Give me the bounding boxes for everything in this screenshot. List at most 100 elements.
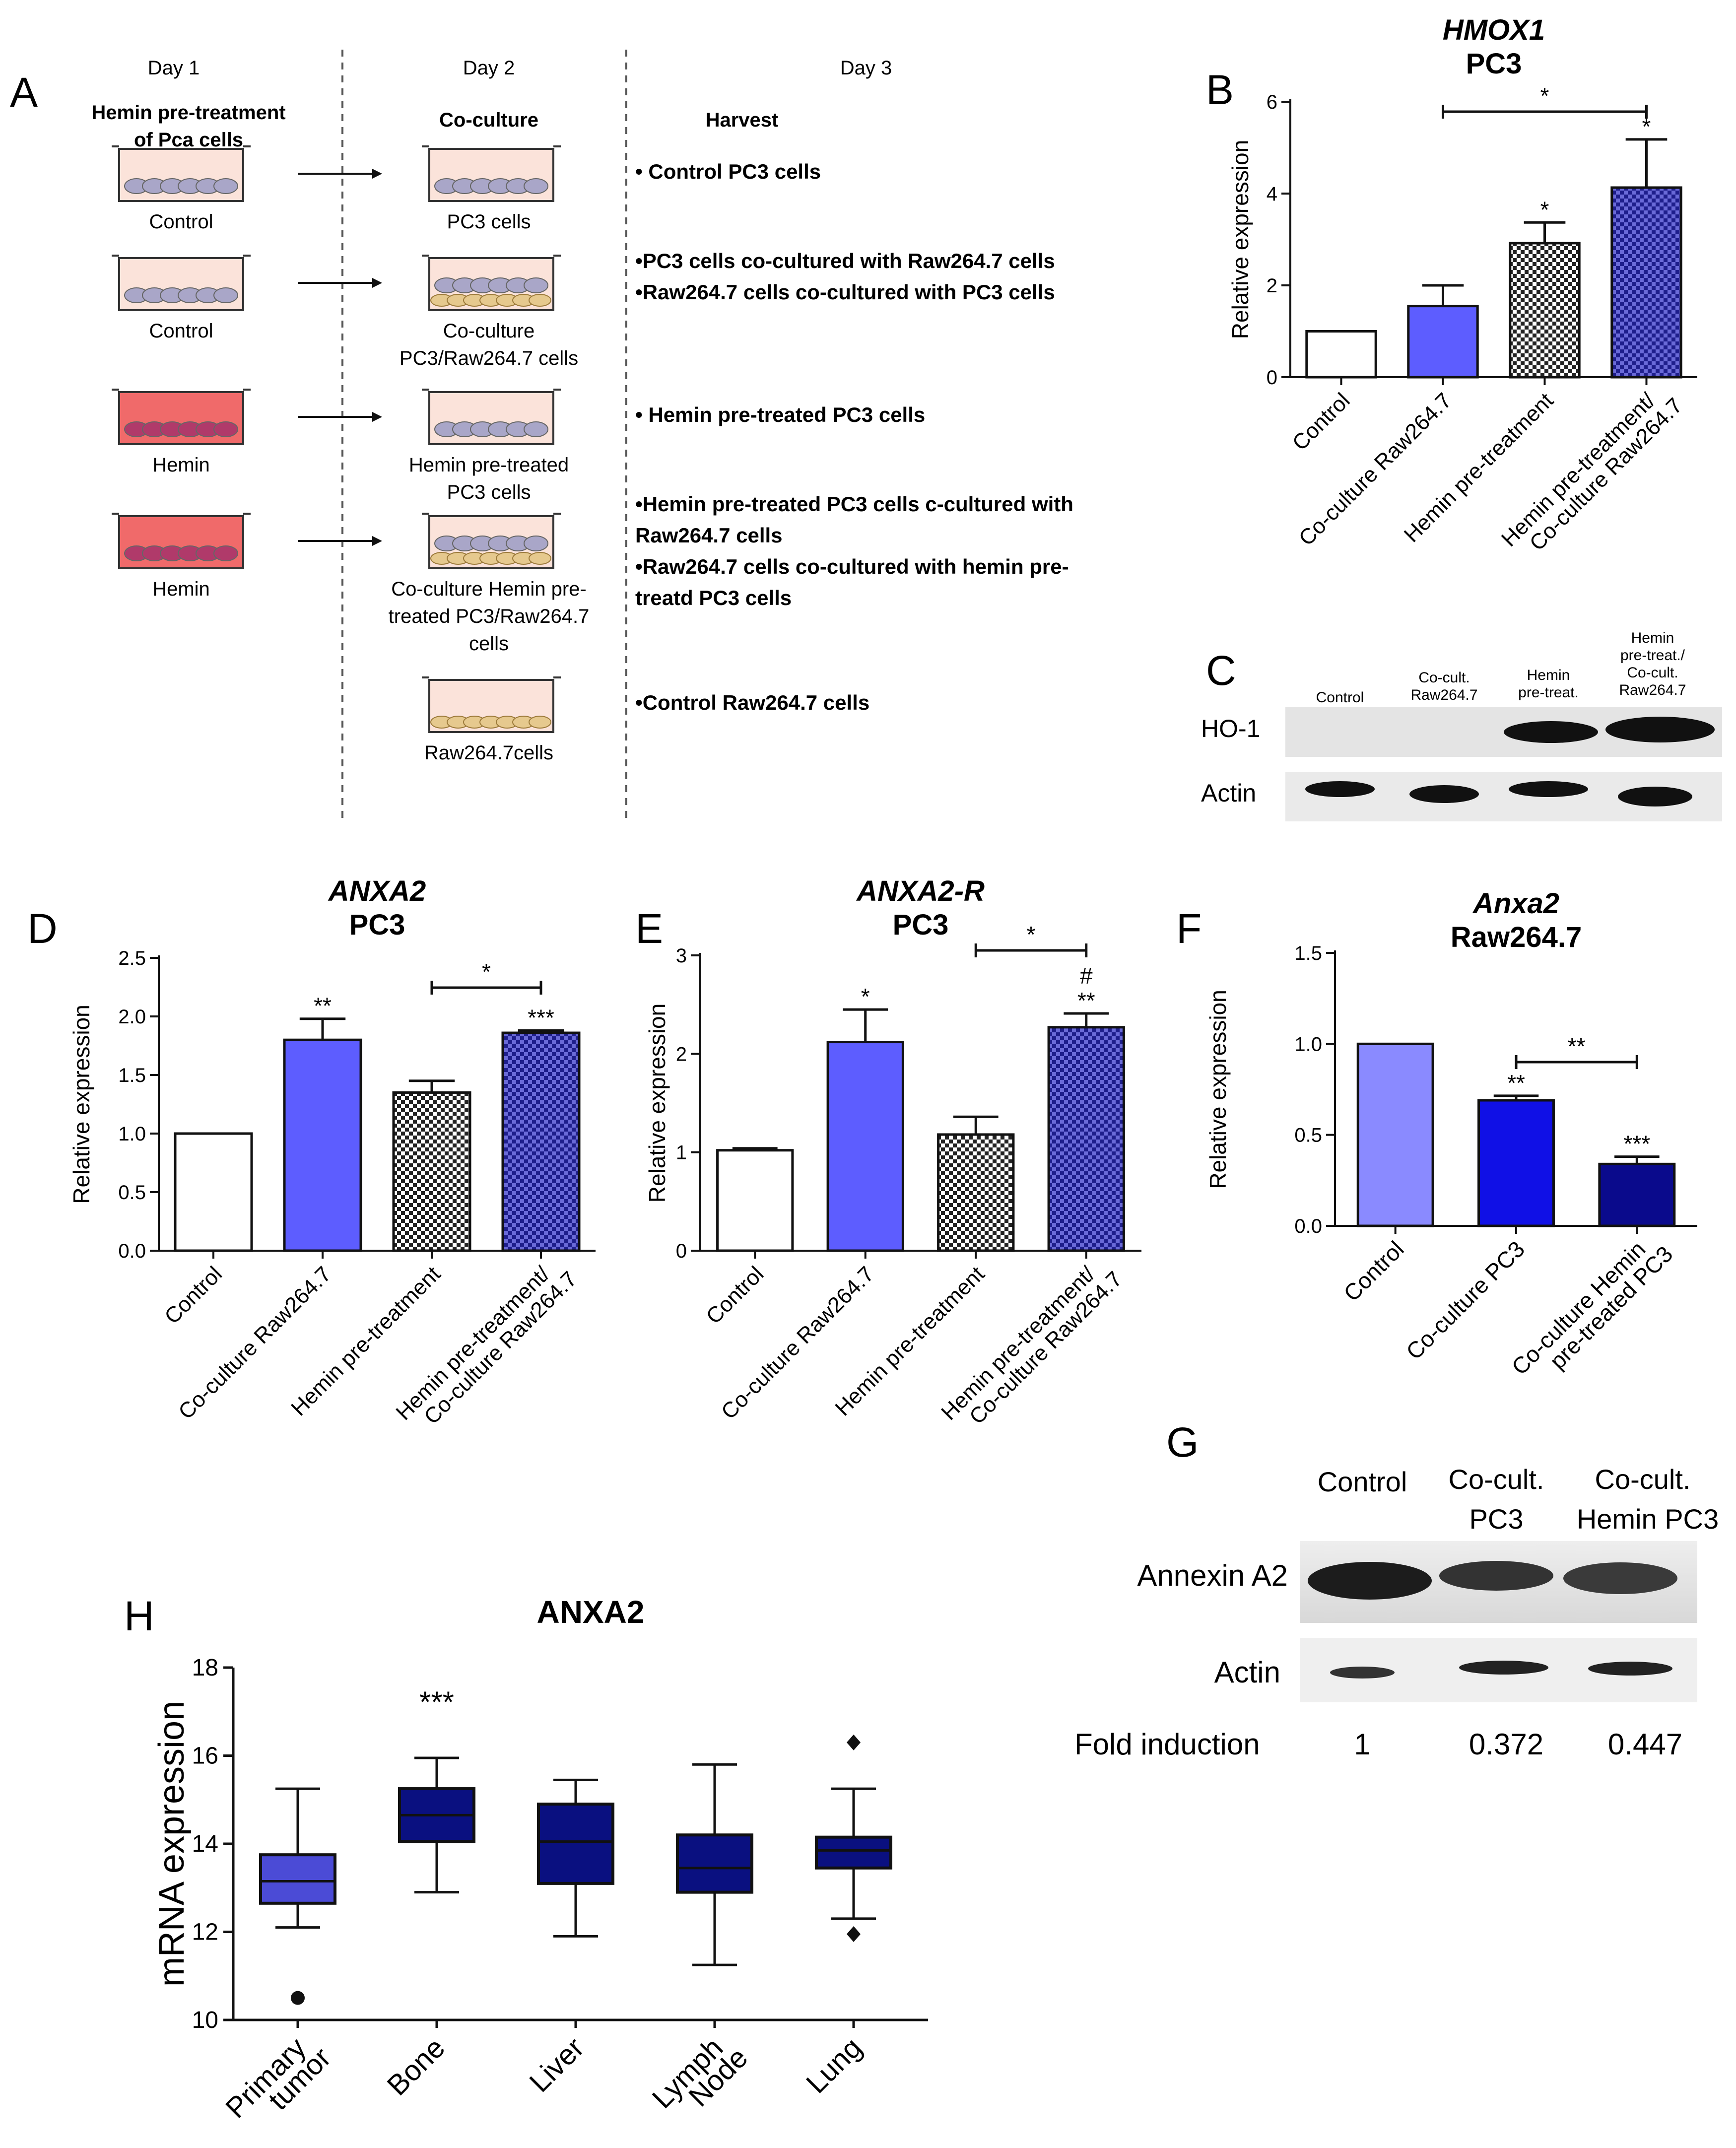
arrow-head-icon (372, 278, 382, 288)
x-category-label: Lung (800, 2031, 868, 2099)
y-tick-label: 0.0 (1294, 1215, 1322, 1237)
panel-g-western-blot: G Control Co-cult. PC3 Co-cult. Hemin PC… (1074, 1419, 1719, 1761)
y-tick-label: 1.0 (118, 1123, 146, 1145)
dish-day2-label: cells (469, 633, 509, 655)
x-category-label: Control (701, 1262, 768, 1329)
bar (1477, 1099, 1555, 1227)
dish-day1-label: Hemin (152, 578, 210, 600)
panel-letter-e: E (635, 905, 663, 952)
bracket-label: * (1027, 922, 1036, 947)
blot-g-row-label-actin: Actin (1214, 1656, 1280, 1689)
outlier-point (847, 1734, 861, 1750)
y-axis-label: Relative expression (1227, 140, 1253, 339)
dish-day1-row1 (112, 145, 251, 202)
harvest-item: • Hemin pre-treated PC3 cells (635, 403, 925, 426)
harvest-item: •Raw264.7 cells co-cultured with PC3 cel… (635, 280, 1055, 304)
bar (1610, 186, 1682, 379)
blot-g-row-label-annexin: Annexin A2 (1137, 1559, 1288, 1592)
bar (826, 1041, 904, 1252)
cell-pc3 (213, 287, 238, 303)
blot-g-fold-value-hemin: 0.447 (1608, 1728, 1682, 1761)
cell-pc3 (524, 421, 548, 437)
blot-g-lane-label-hemin-1: Co-cult. (1595, 1464, 1691, 1495)
blot-g-fold-induction-label: Fold induction (1074, 1728, 1260, 1761)
bar (1598, 1162, 1676, 1227)
harvest-item: • Control PC3 cells (635, 160, 821, 183)
y-axis-label: mRNA expression (152, 1701, 192, 1987)
harvest-item: •Control Raw264.7 cells (635, 691, 869, 714)
blot-g-lane-label-cocult-2: PC3 (1469, 1503, 1524, 1535)
arrow-head-icon (372, 412, 382, 422)
dish-day2-label: PC3/Raw264.7 cells (400, 347, 578, 369)
x-category-label: Liver (523, 2031, 590, 2098)
blot-g-lane-label-cocult-1: Co-cult. (1449, 1464, 1544, 1495)
x-category-label: Co-culture PC3 (1401, 1236, 1530, 1364)
dish-day2-row5 (422, 676, 561, 733)
chart-subtitle: Raw264.7 (1451, 921, 1582, 953)
dish-day2-label: Co-culture Hemin pre- (391, 578, 586, 600)
dish-day1-label: Hemin (152, 454, 210, 476)
y-tick-label: 6 (1267, 91, 1277, 113)
bar (283, 1038, 362, 1252)
y-tick-label: 4 (1267, 183, 1277, 205)
box-iqr (537, 1803, 614, 1885)
panel-letter-f: F (1176, 905, 1202, 952)
blot-c-lane-label-combo-2: pre-treat./ (1620, 647, 1685, 664)
harvest-item: •PC3 cells co-cultured with Raw264.7 cel… (635, 249, 1055, 272)
dish-day2-row1 (422, 145, 561, 202)
blot-g-actin-band-3 (1588, 1662, 1672, 1676)
y-axis-label: Relative expression (1205, 990, 1231, 1189)
significance-marker: * (1642, 114, 1651, 139)
panel-letter-a: A (10, 69, 38, 116)
dish-day2-row2 (422, 255, 561, 311)
significance-marker: * (1540, 197, 1549, 222)
harvest-item: Raw264.7 cells (635, 524, 783, 547)
blot-c-lane-label-control: Control (1316, 689, 1364, 706)
chart-subtitle: PC3 (349, 909, 405, 941)
x-category-label: Co-culture Raw264.7 (419, 1267, 582, 1429)
blot-c-lane-label-combo-1: Hemin (1631, 630, 1674, 646)
significance-marker: * (861, 984, 870, 1009)
blot-c-lane-label-cocult-1: Co-cult. (1418, 670, 1469, 686)
y-tick-label: 2.0 (118, 1006, 146, 1028)
chart-subtitle: PC3 (1466, 48, 1522, 80)
x-category-label: Co-culture Raw264.7 (965, 1267, 1127, 1429)
blot-c-actin-band-2 (1409, 785, 1479, 803)
blot-g-annexin-band-1 (1308, 1562, 1432, 1600)
arrow-head-icon (372, 169, 382, 179)
blot-g-fold-value-control: 1 (1354, 1728, 1370, 1761)
day3-label: Day 3 (840, 57, 892, 79)
dish-day2-row4 (422, 513, 561, 569)
y-tick-label: 2.5 (118, 947, 146, 969)
blot-g-annexin-band-3 (1563, 1562, 1677, 1594)
dish-day1-label: Control (149, 320, 213, 342)
header-hemin-pretreatment-line2: of Pca cells (134, 129, 243, 151)
y-tick-label: 12 (192, 1919, 218, 1946)
y-tick-label: 14 (192, 1831, 218, 1857)
significance-marker: *** (528, 1005, 554, 1030)
box-iqr (815, 1835, 892, 1870)
box-iqr (259, 1853, 336, 1905)
panel-letter-d: D (27, 905, 58, 952)
chart-title: ANXA2 (328, 875, 426, 907)
dish-day2-label: treated PC3/Raw264.7 (389, 605, 590, 627)
bar (716, 1149, 794, 1252)
blot-c-lane-label-combo-4: Raw264.7 (1619, 682, 1686, 698)
panel-c-western-blot: C Control Co-cult. Raw264.7 Hemin pre-tr… (1201, 630, 1722, 821)
y-tick-label: 16 (192, 1743, 218, 1769)
blot-g-actin-band-2 (1459, 1661, 1548, 1675)
arrow-head-icon (372, 536, 382, 546)
harvest-item: •Hemin pre-treated PC3 cells c-cultured … (635, 492, 1073, 516)
day1-label: Day 1 (148, 57, 200, 79)
bracket-label: * (482, 959, 491, 985)
header-harvest: Harvest (706, 109, 779, 131)
dish-day2-row3 (422, 389, 561, 445)
panel-a-schematic: A Day 1 Day 2 Day 3 Hemin pre-treatment … (10, 50, 1073, 819)
cell-raw264 (529, 552, 551, 565)
dish-day1-row2 (112, 255, 251, 311)
y-tick-label: 3 (676, 945, 687, 967)
harvest-item: treatd PC3 cells (635, 586, 792, 609)
